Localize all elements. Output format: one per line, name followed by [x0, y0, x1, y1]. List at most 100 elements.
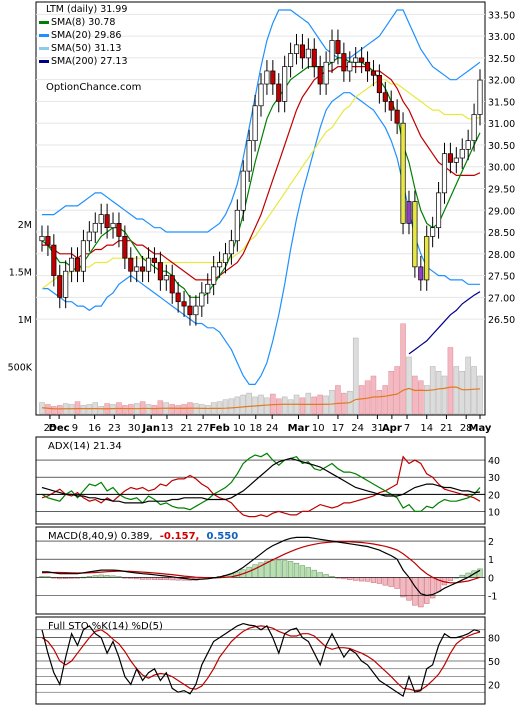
candle-body	[370, 70, 377, 76]
candle-body	[222, 253, 229, 263]
x-tick-label: 13	[161, 423, 174, 434]
candle-body	[246, 140, 252, 172]
volume-bar	[471, 366, 477, 415]
candle-body	[335, 40, 341, 54]
candle-body	[205, 283, 211, 294]
x-tick-label: 16	[88, 423, 101, 434]
x-tick-label: 18	[249, 423, 262, 434]
macd-lines: 2 1 0 -1	[36, 536, 497, 608]
candle-body	[57, 275, 63, 298]
candle-body	[288, 53, 294, 67]
minus-di-line	[41, 455, 481, 518]
volume-bar	[406, 356, 412, 415]
candle-body	[376, 74, 382, 94]
x-tick-label: 24	[351, 423, 364, 434]
candle-body	[341, 53, 347, 72]
legend-label: SMA(20) 29.86	[51, 30, 121, 41]
macd-histogram-bar	[400, 577, 406, 598]
volume-bar	[287, 399, 294, 415]
legend-swatch	[39, 34, 49, 37]
volume-bar	[181, 404, 187, 415]
panel-tick-label: -1	[488, 591, 497, 602]
candle-body	[441, 153, 448, 194]
price-tick-label: 30.00	[488, 163, 515, 174]
candle-body	[418, 266, 424, 281]
macd-histogram-bar	[358, 577, 365, 582]
x-tick-label: 21	[440, 423, 453, 434]
price-tick-label: 33.50	[488, 10, 515, 21]
macd-title-prefix: MACD(8,40,9) 0.389,	[48, 531, 153, 542]
volume-bar	[45, 404, 51, 415]
price-legend: LTM (daily) 31.99 SMA(8) 30.78 SMA(20) 29.…	[39, 4, 128, 67]
x-tick-label: 7	[404, 423, 410, 434]
candle-body	[347, 61, 353, 72]
price-tick-label: 31.00	[488, 119, 515, 130]
volume-bar	[400, 323, 406, 415]
x-tick-label: Feb	[209, 423, 229, 434]
macd-histogram-bar	[364, 577, 371, 582]
macd-title-red: -0.157,	[160, 531, 200, 542]
candle-body	[293, 44, 300, 54]
price-tick-label: 29.50	[488, 185, 515, 196]
candle-body	[98, 214, 104, 224]
candle-body	[217, 262, 223, 268]
macd-histogram-bar	[270, 560, 276, 578]
x-tick-label: 10	[233, 423, 246, 434]
volume-tick-label: 500K	[8, 363, 33, 374]
legend-label: SMA(8) 30.78	[51, 17, 115, 28]
macd-histogram-bar	[252, 564, 258, 578]
macd-histogram-bar	[353, 577, 359, 581]
macd-title-blue: 0.550	[207, 531, 239, 542]
panel-tick-label: 10	[488, 507, 500, 518]
candle-body	[80, 240, 86, 272]
volume-bar	[441, 375, 448, 415]
price-tick-label: 33.00	[488, 32, 515, 43]
sma200-line	[408, 291, 481, 355]
candle-body	[329, 40, 335, 63]
volume-bar	[145, 404, 152, 415]
volume-bar	[358, 385, 365, 415]
price-tick-label: 30.50	[488, 141, 515, 152]
volume-bar	[80, 405, 87, 415]
volume-bar	[169, 404, 175, 415]
macd-histogram-bar	[376, 577, 383, 584]
candle-body	[199, 292, 205, 307]
candle-body	[211, 266, 217, 285]
x-tick-label: Apr	[382, 423, 402, 434]
x-tick-label: 28	[460, 423, 473, 434]
volume-bar	[388, 371, 394, 415]
volume-bar	[311, 396, 318, 415]
candle-body	[305, 48, 311, 59]
macd-histogram-bar	[323, 574, 329, 578]
price-tick-label: 28.50	[488, 228, 515, 239]
volume-bar	[74, 401, 81, 415]
candle-body	[116, 222, 122, 237]
price-y-axis: 33.50 33.00 32.50 32.00 31.50 31.00 30.50 30.00…	[488, 10, 515, 326]
panel-tick-label: 20	[488, 680, 500, 691]
macd-histogram-bar	[394, 577, 400, 589]
adx-title: ADX(14) 21.34	[48, 441, 122, 452]
volume-bar	[258, 394, 264, 415]
macd-histogram-bar	[388, 577, 394, 587]
panel-tick-label: 40	[488, 456, 500, 467]
candle-body	[477, 79, 483, 115]
macd-histogram-bar	[424, 577, 430, 604]
macd-histogram-bar	[293, 562, 300, 578]
price-grid	[36, 13, 485, 320]
x-tick-label: 9	[72, 423, 78, 434]
candle-body	[388, 101, 394, 111]
candle-body	[39, 236, 45, 242]
candle-body	[145, 257, 152, 272]
macd-signal-line	[41, 541, 481, 584]
panel-tick-label: 50	[488, 657, 500, 668]
volume-bar	[151, 405, 158, 415]
candle-body	[382, 92, 388, 102]
panel-tick-label: 2	[488, 537, 494, 548]
macd-histogram-bar	[276, 560, 282, 578]
candle-body	[69, 257, 75, 272]
candle-body	[394, 109, 400, 124]
volume-bar	[281, 396, 288, 415]
volume-bar	[276, 398, 282, 415]
